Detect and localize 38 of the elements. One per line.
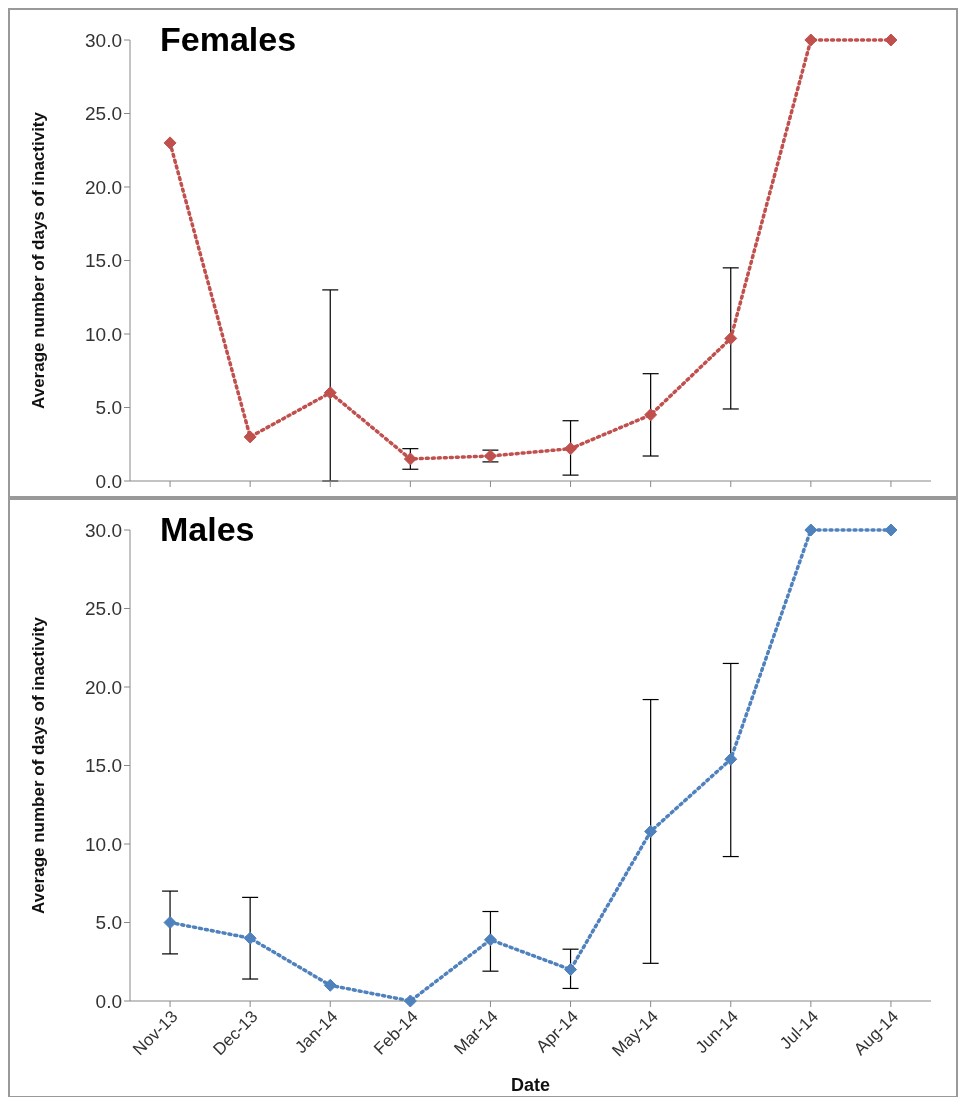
y-tick-label: 15.0 [85, 755, 122, 777]
x-axis-title: Date [510, 1075, 551, 1095]
point [564, 442, 578, 456]
y-tick-label: 5.0 [95, 397, 122, 419]
point [644, 408, 658, 422]
y-axis-title: Average number of days of inactivity [29, 111, 49, 409]
point [323, 386, 337, 400]
point [884, 33, 898, 47]
point [163, 916, 177, 929]
y-tick-label: 30.0 [85, 29, 122, 51]
y-tick-label: 20.0 [85, 676, 122, 698]
point [403, 452, 417, 466]
point [804, 523, 818, 537]
y-tick-label: 0.0 [95, 470, 122, 492]
point [243, 931, 257, 945]
point [483, 933, 497, 947]
point [163, 136, 177, 150]
y-tick-label: 20.0 [85, 176, 122, 198]
point [884, 523, 898, 537]
y-axis-title: Average number of days of inactivity [29, 616, 49, 914]
point [804, 33, 818, 47]
y-tick-label: 10.0 [85, 323, 122, 345]
y-tick-label: 0.0 [95, 990, 122, 1012]
y-tick-label: 25.0 [85, 598, 122, 620]
point [724, 331, 738, 345]
point [323, 978, 337, 992]
chart-title: Males [160, 510, 255, 549]
point [403, 994, 417, 1008]
y-tick-label: 10.0 [85, 833, 122, 855]
y-tick-label: 25.0 [85, 103, 122, 125]
y-tick-label: 15.0 [85, 250, 122, 272]
y-tick-label: 5.0 [95, 912, 122, 934]
point [724, 752, 738, 766]
point [243, 430, 257, 444]
point [564, 963, 578, 977]
y-tick-label: 30.0 [85, 519, 122, 541]
chart-title: Females [160, 20, 297, 59]
point [644, 824, 658, 838]
